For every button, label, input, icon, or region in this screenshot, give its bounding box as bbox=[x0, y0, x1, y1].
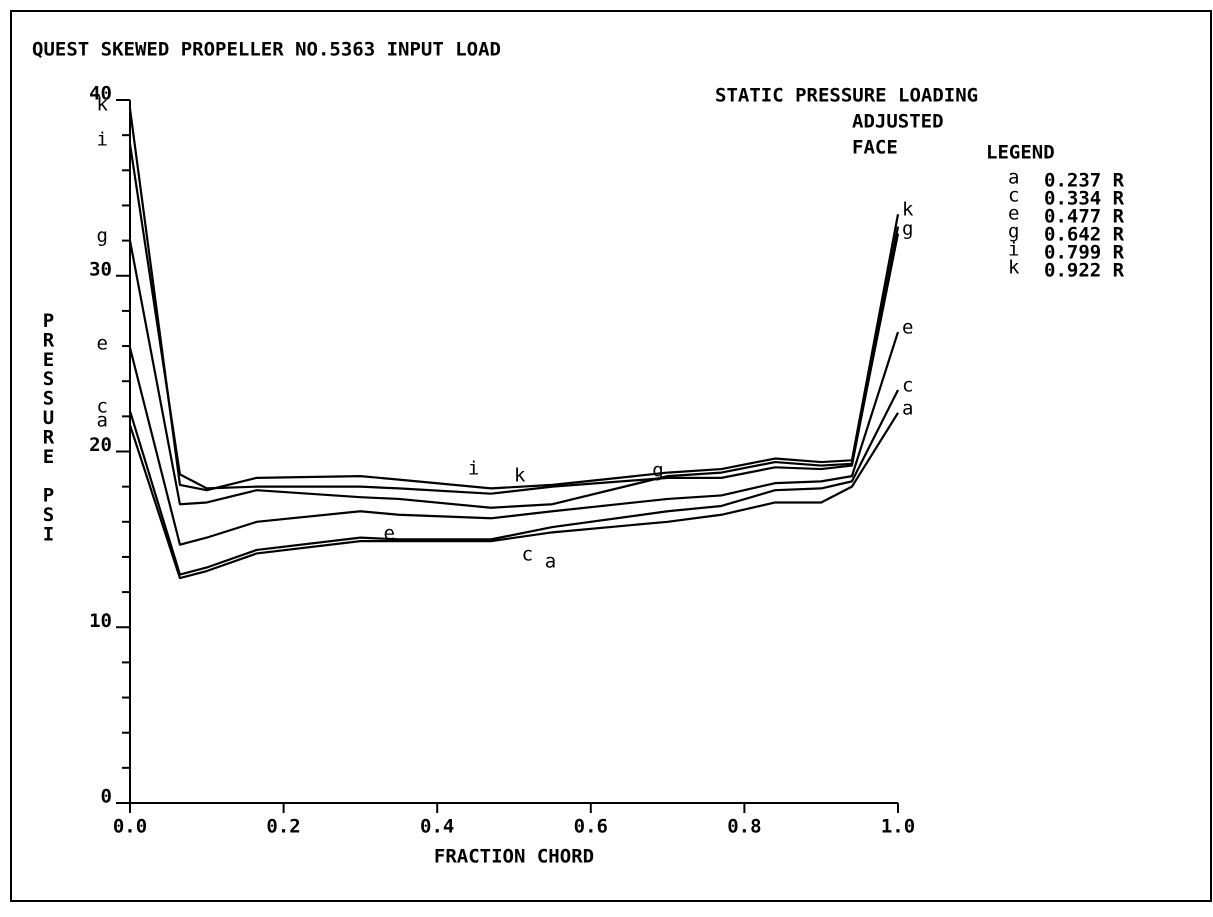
series-key-label: e bbox=[97, 332, 108, 354]
series-line bbox=[128, 143, 900, 495]
chart-title: QUEST SKEWED PROPELLER NO.5363 INPUT LOA… bbox=[32, 39, 501, 61]
series-key-label: g bbox=[652, 459, 663, 481]
series-key-label: c bbox=[902, 374, 913, 396]
series-line bbox=[128, 389, 899, 576]
series-key-label: a bbox=[902, 397, 913, 419]
y-tick-label: 30 bbox=[89, 258, 112, 280]
y-tick-label: 40 bbox=[89, 83, 112, 105]
series-line bbox=[128, 412, 899, 580]
series-key-label: c bbox=[97, 396, 108, 418]
subtitle: STATIC PRESSURE LOADING bbox=[715, 85, 978, 107]
legend-label: 0.334 R bbox=[1044, 188, 1125, 210]
x-tick-label: 0.0 bbox=[113, 816, 147, 838]
x-tick-label: 0.2 bbox=[266, 816, 300, 838]
legend-key: a bbox=[1008, 167, 1019, 189]
legend-label: 0.799 R bbox=[1044, 242, 1125, 264]
series-key-label: a bbox=[545, 551, 556, 573]
series-key-label: g bbox=[902, 218, 913, 240]
subtitle: ADJUSTED bbox=[852, 111, 944, 133]
series-key-label: a bbox=[97, 410, 108, 432]
series-key-label: e bbox=[383, 523, 394, 545]
series-line bbox=[128, 233, 900, 509]
x-tick-label: 0.4 bbox=[420, 816, 454, 838]
legend-key: k bbox=[1008, 257, 1020, 279]
legend-label: 0.237 R bbox=[1044, 170, 1125, 192]
subtitle: FACE bbox=[852, 137, 898, 159]
x-axis-label: FRACTION CHORD bbox=[434, 846, 594, 868]
series-key-label: g bbox=[97, 225, 108, 247]
series-key-label: k bbox=[514, 465, 526, 487]
y-axis-label: PRESSURE PSI bbox=[38, 310, 60, 543]
series-key-label: c bbox=[522, 544, 533, 566]
series-key-label: k bbox=[97, 93, 109, 115]
x-tick-label: 0.8 bbox=[727, 816, 761, 838]
x-tick-label: 0.6 bbox=[574, 816, 608, 838]
legend-key: g bbox=[1008, 221, 1019, 243]
legend-label: 0.642 R bbox=[1044, 224, 1125, 246]
y-tick-label: 10 bbox=[89, 610, 112, 632]
y-tick-label: 0 bbox=[101, 786, 112, 808]
series-key-label: i bbox=[97, 128, 108, 150]
legend-key: c bbox=[1008, 185, 1019, 207]
series-line bbox=[128, 331, 900, 546]
y-tick-label: 20 bbox=[89, 434, 112, 456]
frame bbox=[10, 10, 1212, 902]
series-line bbox=[128, 108, 900, 492]
x-tick-label: 1.0 bbox=[881, 816, 915, 838]
legend-key: i bbox=[1008, 239, 1019, 261]
legend-label: 0.477 R bbox=[1044, 206, 1125, 228]
series-key-label: e bbox=[902, 316, 913, 338]
legend-label: 0.922 R bbox=[1044, 260, 1125, 282]
series-key-label: i bbox=[468, 458, 479, 480]
legend-key: e bbox=[1008, 203, 1019, 225]
legend-title: LEGEND bbox=[986, 142, 1055, 164]
series-key-label: k bbox=[902, 199, 914, 221]
